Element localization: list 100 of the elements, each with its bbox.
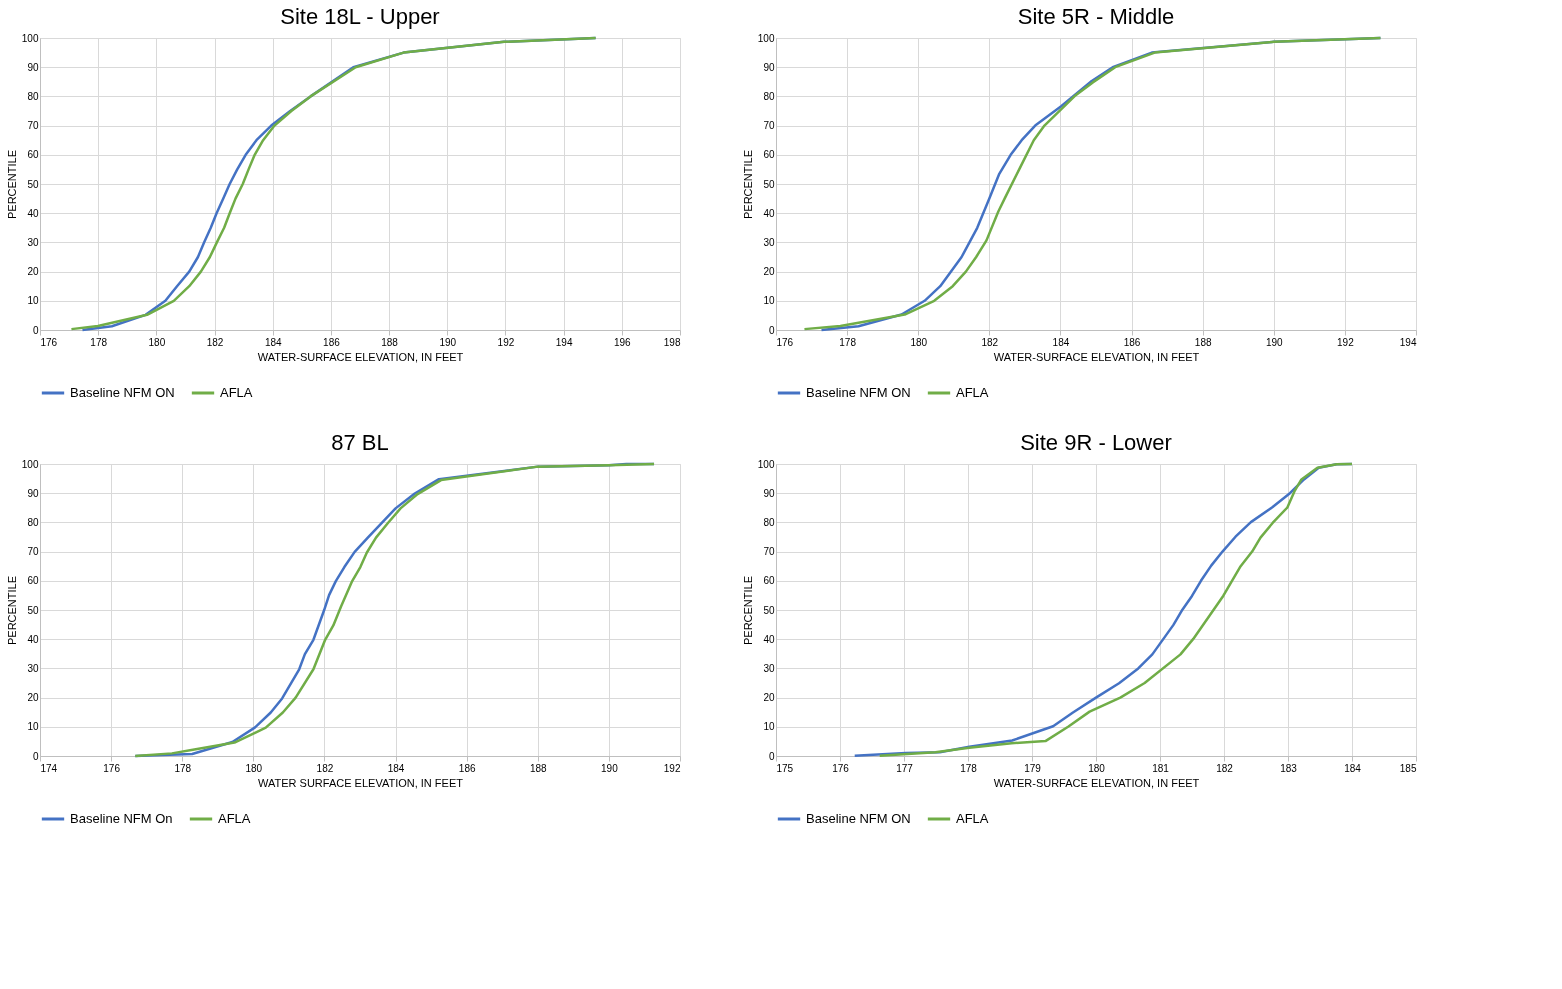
legend-label: Baseline NFM ON: [806, 811, 911, 826]
x-tick-label: 184: [264, 336, 283, 348]
y-tick-label: 20: [27, 266, 39, 278]
y-tick-label: 20: [763, 266, 775, 278]
x-tick-label: 180: [245, 762, 263, 774]
x-tick-label: 182: [1216, 762, 1234, 774]
y-tick-label: 20: [27, 692, 39, 704]
x-tick-label: 190: [439, 336, 457, 348]
x-tick-label: 188: [529, 762, 548, 774]
x-tick-label: 183: [1280, 762, 1298, 774]
x-tick-label: 182: [316, 762, 334, 774]
y-tick-label: 10: [763, 295, 775, 307]
legend-label: Baseline NFM On: [70, 811, 173, 826]
legend-label: AFLA: [956, 385, 989, 400]
x-tick-label: 192: [497, 336, 515, 348]
x-tick-label: 192: [663, 762, 681, 774]
y-tick-label: 30: [763, 662, 775, 674]
y-tick-label: 40: [763, 633, 775, 645]
x-tick-label: 186: [1123, 336, 1141, 348]
x-tick-label: 184: [387, 762, 405, 774]
x-axis-title: WATER SURFACE ELEVATION, IN FEET: [258, 776, 464, 789]
y-tick-label: 50: [763, 604, 775, 616]
x-tick-label: 196: [613, 336, 632, 348]
y-tick-label: 100: [21, 458, 39, 470]
y-tick-label: 100: [757, 32, 775, 44]
y-tick-label: 100: [21, 32, 39, 44]
y-tick-label: 70: [27, 120, 39, 132]
x-tick-label: 194: [555, 336, 573, 348]
y-tick-label: 0: [32, 750, 39, 762]
x-tick-label: 180: [1088, 762, 1106, 774]
x-tick-label: 177: [896, 762, 914, 774]
x-tick-label: 180: [148, 336, 166, 348]
y-tick-label: 60: [763, 575, 775, 587]
y-tick-label: 40: [27, 207, 39, 219]
y-axis-title: PERCENTILE: [5, 149, 18, 220]
x-tick-label: 185: [1399, 762, 1417, 774]
chart-title: Site 9R - Lower: [1020, 430, 1172, 455]
y-tick-label: 30: [763, 236, 775, 248]
y-tick-label: 90: [763, 61, 775, 73]
chart-title: Site 5R - Middle: [1017, 4, 1175, 29]
y-tick-label: 40: [27, 633, 39, 645]
y-tick-label: 70: [763, 120, 775, 132]
y-axis-title: PERCENTILE: [741, 575, 754, 646]
x-axis-title: WATER-SURFACE ELEVATION, IN FEET: [993, 776, 1200, 789]
y-tick-label: 90: [27, 487, 39, 499]
legend-label: AFLA: [956, 811, 989, 826]
x-tick-label: 184: [1052, 336, 1070, 348]
y-tick-label: 50: [27, 178, 39, 190]
x-tick-label: 176: [103, 762, 121, 774]
y-tick-label: 10: [763, 721, 775, 733]
x-tick-label: 182: [206, 336, 224, 348]
y-tick-label: 50: [763, 178, 775, 190]
y-tick-label: 90: [763, 487, 775, 499]
y-tick-label: 70: [763, 546, 775, 558]
y-tick-label: 10: [27, 721, 39, 733]
y-tick-label: 80: [27, 516, 39, 528]
y-tick-label: 0: [768, 324, 775, 336]
y-tick-label: 80: [763, 90, 775, 102]
legend-label: Baseline NFM ON: [70, 385, 175, 400]
y-tick-label: 0: [768, 750, 775, 762]
y-tick-label: 60: [27, 149, 39, 161]
x-tick-label: 186: [458, 762, 476, 774]
x-tick-label: 174: [40, 762, 58, 774]
x-tick-label: 176: [40, 336, 58, 348]
x-axis-title: WATER-SURFACE ELEVATION, IN FEET: [257, 350, 464, 363]
y-tick-label: 0: [32, 324, 39, 336]
y-tick-label: 60: [27, 575, 39, 587]
y-tick-label: 30: [27, 662, 39, 674]
x-axis-title: WATER-SURFACE ELEVATION, IN FEET: [993, 350, 1200, 363]
chart-title: 87 BL: [331, 430, 389, 455]
y-tick-label: 100: [757, 458, 775, 470]
legend-label: AFLA: [220, 385, 253, 400]
y-tick-label: 80: [763, 516, 775, 528]
y-tick-label: 90: [27, 61, 39, 73]
y-tick-label: 10: [27, 295, 39, 307]
x-tick-label: 180: [910, 336, 928, 348]
x-tick-label: 186: [323, 336, 341, 348]
x-tick-label: 178: [839, 336, 857, 348]
x-tick-label: 176: [832, 762, 850, 774]
y-tick-label: 20: [763, 692, 775, 704]
y-tick-label: 60: [763, 149, 775, 161]
legend-label: AFLA: [218, 811, 251, 826]
x-tick-label: 182: [981, 336, 999, 348]
chart-title: Site 18L - Upper: [280, 4, 440, 29]
x-tick-label: 194: [1399, 336, 1417, 348]
x-tick-label: 190: [601, 762, 619, 774]
x-tick-label: 178: [90, 336, 108, 348]
x-tick-label: 188: [1194, 336, 1212, 348]
y-tick-label: 40: [763, 207, 775, 219]
x-tick-label: 190: [1265, 336, 1284, 348]
x-tick-label: 179: [1024, 762, 1042, 774]
x-tick-label: 184: [1344, 762, 1362, 774]
y-axis-title: PERCENTILE: [741, 149, 754, 220]
y-tick-label: 80: [27, 90, 39, 102]
x-tick-label: 192: [1337, 336, 1355, 348]
y-tick-label: 70: [27, 546, 39, 558]
legend-label: Baseline NFM ON: [806, 385, 911, 400]
y-tick-label: 30: [27, 236, 39, 248]
x-tick-label: 181: [1152, 762, 1170, 774]
y-tick-label: 50: [27, 604, 39, 616]
